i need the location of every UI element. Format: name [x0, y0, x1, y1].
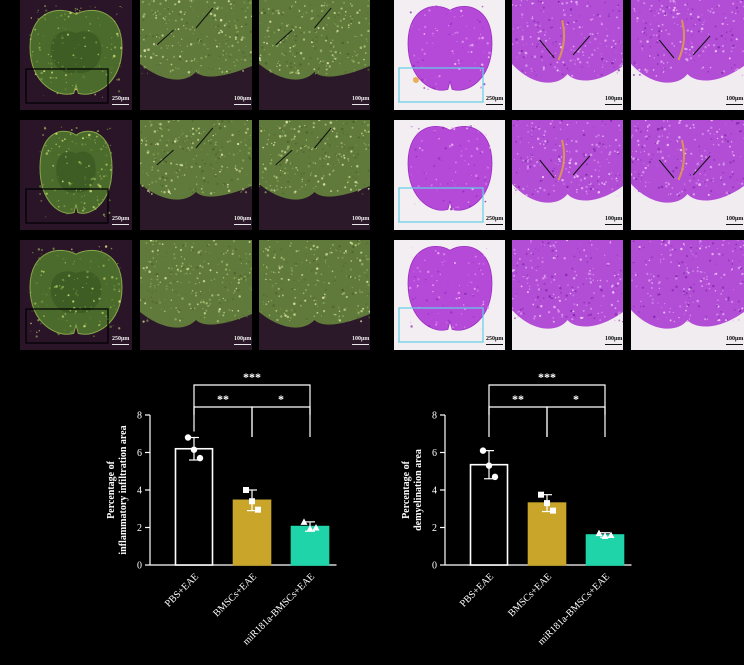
scale-bar-label: 250μm	[112, 336, 130, 345]
data-point	[255, 506, 261, 513]
y-tick-label: 0	[137, 561, 142, 572]
y-tick-label: 6	[432, 448, 437, 459]
significance-bracket	[193, 406, 253, 437]
stain-overview-panel: 250μm	[394, 0, 505, 110]
significance-bracket	[193, 384, 311, 415]
stain-zoom-panel: 100μm	[631, 0, 744, 110]
data-point	[544, 500, 550, 507]
y-tick-label: 0	[432, 561, 437, 572]
significance-label: ***	[538, 370, 556, 384]
scale-bar-label: 250μm	[486, 216, 504, 225]
stain-overview-panel: 250μm	[394, 120, 505, 230]
scale-bar-label: 250μm	[486, 336, 504, 345]
bar	[290, 525, 330, 566]
scale-bar-label: 250μm	[486, 96, 504, 105]
significance-label: **	[512, 392, 524, 406]
y-axis-label: Percentage ofdemyelination area	[401, 449, 424, 531]
significance-bracket	[488, 406, 548, 437]
scale-bar-label: 100μm	[234, 96, 252, 105]
bar	[585, 534, 625, 566]
scale-bar-label: 100μm	[352, 336, 370, 345]
x-tick-label: BMSCs+EAE	[211, 571, 259, 619]
data-point	[196, 454, 204, 462]
inflammatory-infiltration-chart: 0 2 4 6 8 Percentage ofinflammatory infiltrat…	[106, 370, 337, 648]
data-point	[243, 487, 249, 493]
y-tick-label: 2	[137, 523, 142, 534]
significance-bracket	[488, 384, 606, 415]
fluorescence-zoom-panel: 100μm	[259, 0, 370, 110]
y-tick-label: 4	[432, 486, 437, 497]
fluorescence-overview-panel: 250μm	[20, 240, 132, 350]
scale-bar-label: 100μm	[726, 336, 744, 345]
stain-zoom-panel: 100μm	[512, 120, 623, 230]
fluorescence-zoom-panel: 100μm	[259, 120, 370, 230]
data-point	[184, 434, 192, 441]
scale-bar-label: 100μm	[605, 96, 623, 105]
fluorescence-overview-panel: 250μm	[20, 120, 132, 230]
x-tick-label: BMSCs+EAE	[506, 571, 554, 619]
scale-bar-label: 100μm	[726, 96, 744, 105]
x-tick-label: PBS+EAE	[163, 571, 201, 609]
data-point	[479, 447, 487, 454]
data-point	[300, 518, 308, 525]
y-tick-label: 8	[137, 411, 142, 422]
scale-bar-label: 100μm	[352, 96, 370, 105]
data-point	[485, 462, 493, 469]
scale-bar-label: 100μm	[605, 336, 623, 345]
data-point	[249, 498, 255, 505]
y-tick-label: 8	[432, 411, 437, 422]
data-point	[306, 524, 314, 532]
scale-bar-label: 250μm	[112, 216, 130, 225]
stain-overview-panel: 250μm	[394, 240, 505, 350]
scale-bar-label: 250μm	[112, 96, 130, 105]
significance-label: ***	[243, 370, 261, 384]
y-tick-label: 6	[137, 448, 142, 459]
x-tick-label: PBS+EAE	[458, 571, 496, 609]
significance-label: *	[573, 392, 579, 406]
fluorescence-zoom-panel: 100μm	[259, 240, 370, 350]
y-axis-label: Percentage ofinflammatory infiltration a…	[106, 425, 129, 554]
significance-bracket	[546, 406, 606, 437]
fluorescence-zoom-panel: 100μm	[140, 240, 252, 350]
scale-bar-label: 100μm	[605, 216, 623, 225]
stain-zoom-panel: 100μm	[631, 120, 744, 230]
data-point	[601, 532, 609, 539]
bar	[527, 502, 567, 566]
significance-label: *	[278, 392, 284, 406]
data-point	[538, 491, 544, 498]
fluorescence-zoom-panel: 100μm	[140, 120, 252, 230]
y-tick-label: 2	[432, 523, 437, 534]
data-point	[491, 473, 499, 481]
significance-label: **	[217, 392, 229, 406]
bar	[469, 463, 509, 566]
demyelination-chart: 0 2 4 6 8 Percentage ofdemyelination area PBS+…	[401, 370, 632, 648]
scale-bar-label: 100μm	[234, 336, 252, 345]
data-point	[190, 446, 198, 453]
y-tick-label: 4	[137, 486, 142, 497]
stain-zoom-panel: 100μm	[512, 240, 623, 350]
data-point	[595, 529, 603, 537]
scale-bar-label: 100μm	[352, 216, 370, 225]
data-point	[607, 531, 615, 538]
scale-bar-label: 100μm	[726, 216, 744, 225]
stain-zoom-panel: 100μm	[512, 0, 623, 110]
fluorescence-zoom-panel: 100μm	[140, 0, 252, 110]
data-point	[550, 507, 556, 514]
significance-bracket	[251, 406, 311, 437]
scale-bar-label: 100μm	[234, 216, 252, 225]
fluorescence-overview-panel: 250μm	[20, 0, 132, 110]
bar	[174, 447, 214, 566]
stain-zoom-panel: 100μm	[631, 240, 744, 350]
data-point	[312, 524, 320, 531]
